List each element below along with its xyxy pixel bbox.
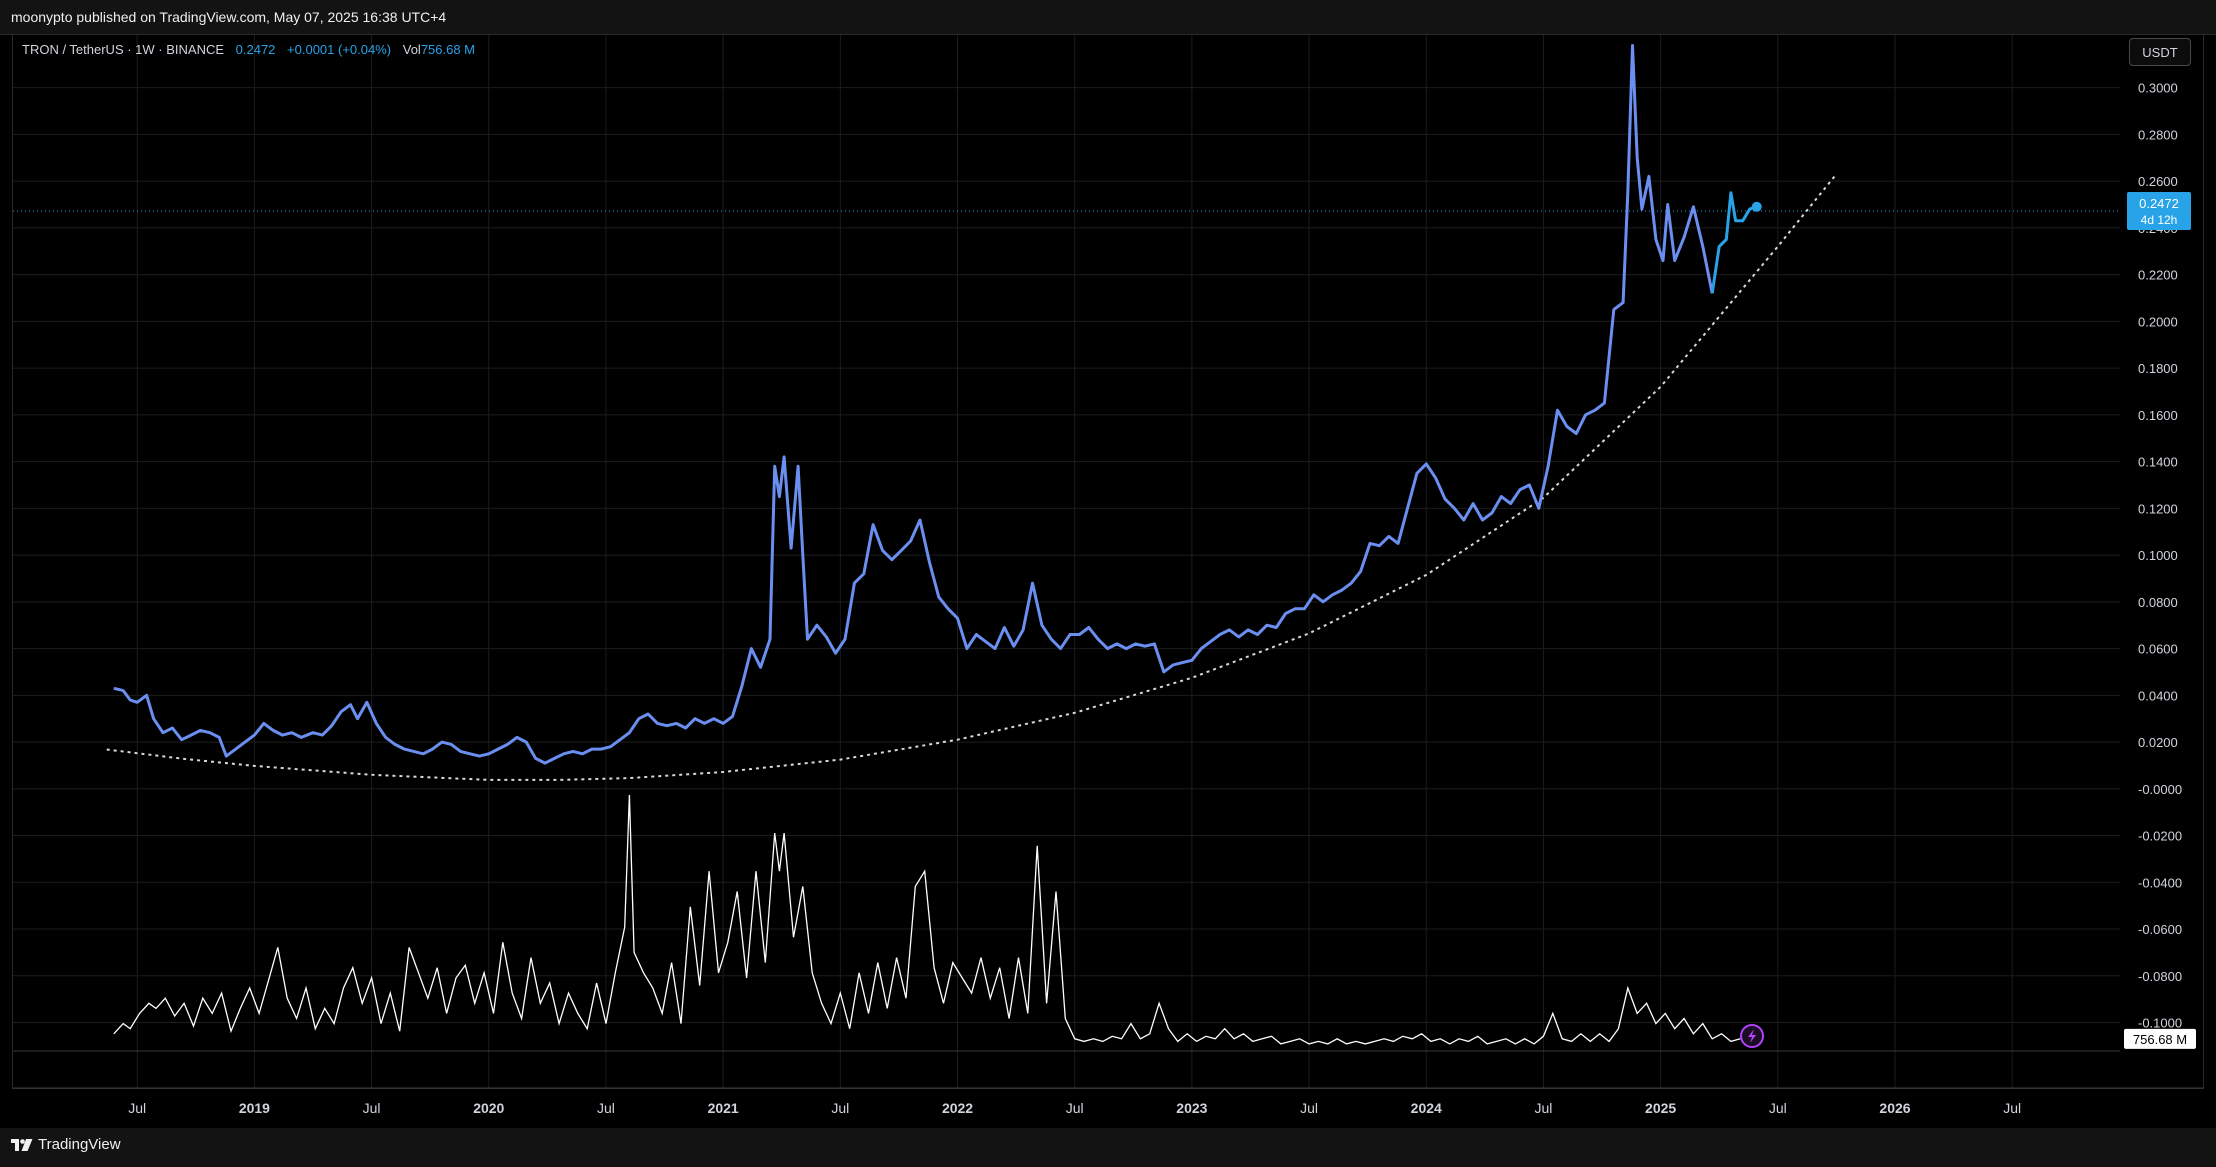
- symbol-name[interactable]: TRON / TetherUS · 1W · BINANCE: [22, 42, 225, 57]
- y-tick-label: 0.0200: [2138, 735, 2178, 750]
- legend-volume-label: Vol: [402, 42, 421, 57]
- y-tick-label: -0.0200: [2138, 829, 2182, 844]
- chart-pane[interactable]: [12, 34, 2204, 1089]
- tradingview-logo[interactable]: TradingView: [11, 1136, 121, 1153]
- symbol-legend: TRON / TetherUS · 1W · BINANCE 0.2472 +0…: [22, 42, 483, 57]
- x-tick-label: 2026: [1879, 1100, 1910, 1116]
- x-tick-label: 2023: [1176, 1100, 1207, 1116]
- y-tick-label: 0.1200: [2138, 501, 2178, 516]
- volume-line: [113, 794, 1741, 1045]
- legend-price: 0.2472: [235, 42, 276, 57]
- x-tick-label: Jul: [128, 1100, 146, 1116]
- y-tick-label: -0.1000: [2138, 1016, 2182, 1031]
- y-tick-label: 0.1600: [2138, 408, 2178, 423]
- price-line: [113, 44, 1714, 765]
- price-volume-chart[interactable]: 0.30000.28000.26000.24000.22000.20000.18…: [0, 0, 2216, 1128]
- y-tick-label: 0.0600: [2138, 642, 2178, 657]
- publish-info: moonypto published on TradingView.com, M…: [11, 9, 447, 25]
- y-tick-label: 0.0400: [2138, 688, 2178, 703]
- legend-volume-value: 756.68 M: [420, 42, 476, 57]
- x-tick-label: Jul: [831, 1100, 849, 1116]
- alert-icon-bolt: [1748, 1029, 1757, 1043]
- trend-curve: [106, 173, 1838, 781]
- price-line-recent: [1710, 191, 1758, 294]
- y-tick-label: 0.2800: [2138, 127, 2178, 142]
- y-tick-label: 0.1800: [2138, 361, 2178, 376]
- x-tick-label: 2019: [239, 1100, 270, 1116]
- x-tick-label: 2022: [942, 1100, 973, 1116]
- y-tick-label: 0.0800: [2138, 595, 2178, 610]
- x-tick-label: Jul: [597, 1100, 615, 1116]
- y-tick-label: 0.2200: [2138, 268, 2178, 283]
- last-price-badge-countdown: 4d 12h: [2141, 213, 2178, 227]
- y-tick-label: 0.3000: [2138, 81, 2178, 96]
- x-tick-label: Jul: [1066, 1100, 1084, 1116]
- last-price-badge: [2127, 192, 2191, 231]
- y-tick-label: -0.0000: [2138, 782, 2182, 797]
- y-tick-label: -0.0400: [2138, 875, 2182, 890]
- x-tick-label: Jul: [1534, 1100, 1552, 1116]
- x-tick-label: Jul: [1769, 1100, 1787, 1116]
- last-volume-badge-value: 756.68 M: [2133, 1032, 2187, 1047]
- y-tick-label: -0.0600: [2138, 922, 2182, 937]
- y-tick-label: -0.0800: [2138, 969, 2182, 984]
- tradingview-logo-text: TradingView: [38, 1136, 121, 1153]
- y-tick-label: 0.2600: [2138, 174, 2178, 189]
- x-tick-label: 2024: [1411, 1100, 1442, 1116]
- tradingview-logo-icon: [11, 1138, 33, 1151]
- x-tick-label: Jul: [2003, 1100, 2021, 1116]
- last-price-dot: [1751, 201, 1762, 212]
- x-tick-label: 2021: [708, 1100, 739, 1116]
- y-tick-label: 0.2000: [2138, 314, 2178, 329]
- currency-button[interactable]: USDT: [2129, 38, 2191, 66]
- last-price-badge-value: 0.2472: [2139, 196, 2179, 211]
- x-tick-label: Jul: [1300, 1100, 1318, 1116]
- y-tick-label: 0.1400: [2138, 455, 2178, 470]
- legend-change: +0.0001 (+0.04%): [287, 42, 392, 57]
- last-volume-badge: [2124, 1028, 2196, 1049]
- alert-lightning-icon: [1740, 1024, 1765, 1048]
- x-tick-label: 2020: [473, 1100, 504, 1116]
- bottom-bar: [0, 1128, 2216, 1167]
- x-tick-label: 2025: [1645, 1100, 1676, 1116]
- y-tick-label: 0.1000: [2138, 548, 2178, 563]
- x-tick-label: Jul: [363, 1100, 381, 1116]
